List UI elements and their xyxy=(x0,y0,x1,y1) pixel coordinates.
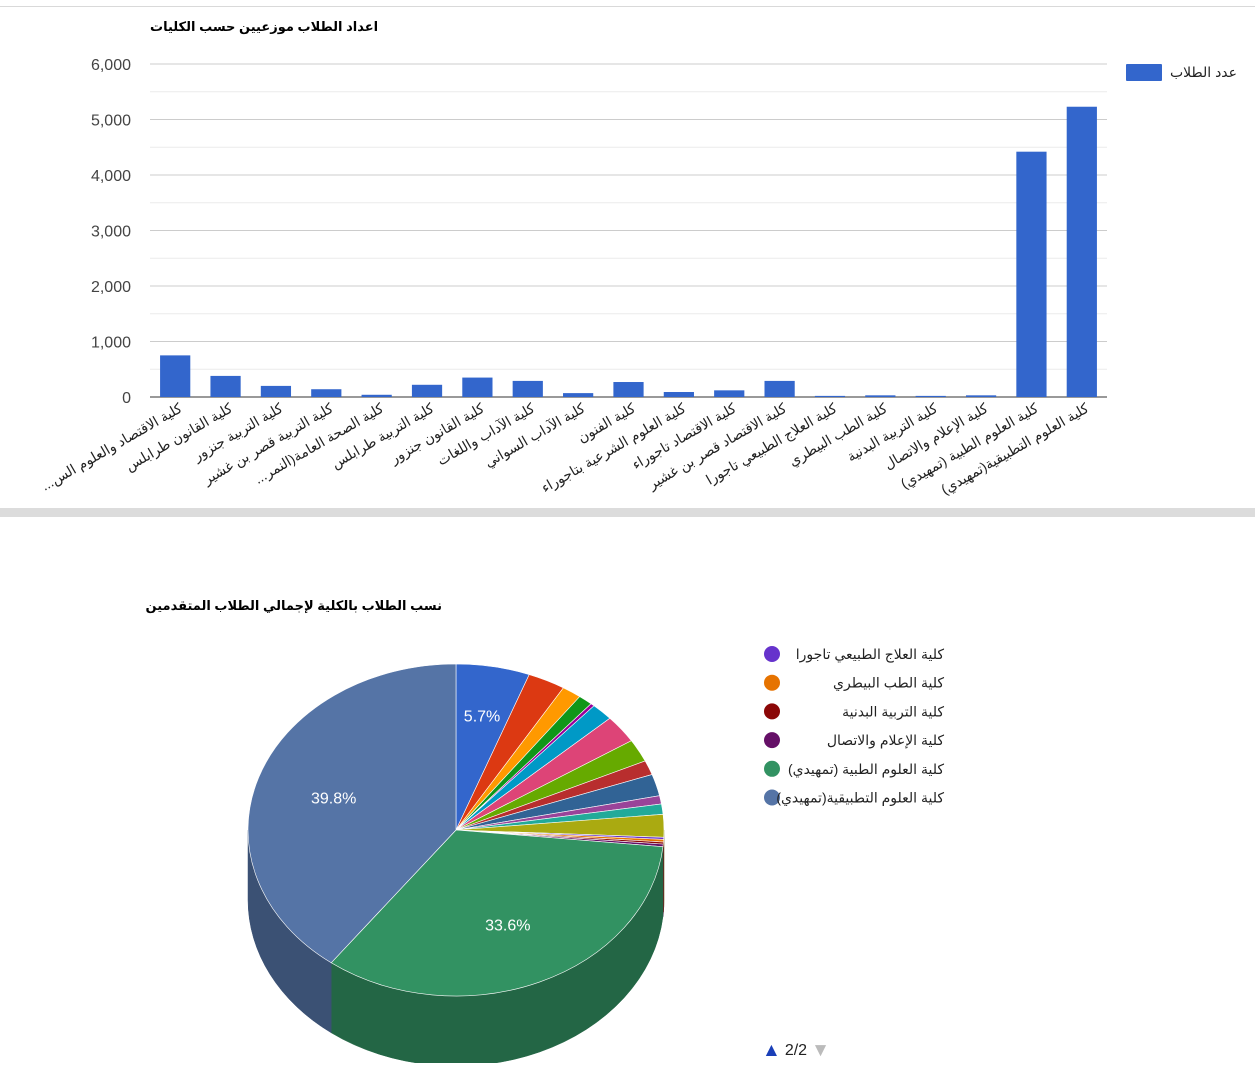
pie-chart-panel: نسب الطلاب بالكلية لإجمالي الطلاب المتقد… xyxy=(0,517,1255,1063)
bar[interactable] xyxy=(714,390,744,397)
y-tick-label: 1,000 xyxy=(91,335,131,352)
pie-percent-label: 39.8% xyxy=(311,790,356,807)
legend-swatch-students xyxy=(1126,64,1162,81)
bar[interactable] xyxy=(412,385,442,397)
page-down-icon[interactable]: ▼ xyxy=(811,1040,830,1062)
bar[interactable] xyxy=(311,389,341,397)
legend-pager: ▲ 2/2 ▼ xyxy=(762,1040,830,1062)
panel-divider xyxy=(0,508,1255,517)
bar[interactable] xyxy=(160,355,190,397)
y-tick-label: 2,000 xyxy=(91,279,131,296)
bar[interactable] xyxy=(664,392,694,397)
bar[interactable] xyxy=(764,381,794,397)
y-tick-label: 5,000 xyxy=(91,113,131,130)
legend-marker xyxy=(764,646,780,662)
pie-slices: 5.7% 33.6% 39.8% xyxy=(248,664,664,1063)
page-up-icon[interactable]: ▲ xyxy=(762,1040,781,1062)
legend-label: كلية العلوم التطبيقية(تمهيدي) xyxy=(776,790,944,807)
y-tick-label: 3,000 xyxy=(91,224,131,241)
bar-legend[interactable]: عدد الطلاب xyxy=(1126,64,1237,81)
bar[interactable] xyxy=(966,395,996,397)
legend-label: كلية التربية البدنية xyxy=(842,703,944,720)
top-border-line xyxy=(0,6,1255,7)
bar-chart: اعداد الطلاب موزعيين حسب الكليات 6,000 5,… xyxy=(0,0,1255,508)
y-tick-label: 6,000 xyxy=(91,57,131,74)
legend-marker xyxy=(764,732,780,748)
legend-label: كلية العلاج الطبيعي تاجورا xyxy=(796,646,945,663)
legend-label: كلية الإعلام والاتصال xyxy=(827,732,945,749)
bar[interactable] xyxy=(462,378,492,397)
legend-label: كلية العلوم الطبية (تمهيدي) xyxy=(788,761,944,778)
pie-chart: نسب الطلاب بالكلية لإجمالي الطلاب المتقد… xyxy=(0,517,1255,1063)
bar-chart-panel: اعداد الطلاب موزعيين حسب الكليات 6,000 5,… xyxy=(0,0,1255,508)
pie-chart-title: نسب الطلاب بالكلية لإجمالي الطلاب المتقد… xyxy=(146,598,442,613)
y-tick-label: 4,000 xyxy=(91,168,131,185)
bar-chart-title: اعداد الطلاب موزعيين حسب الكليات xyxy=(150,19,378,34)
bar[interactable] xyxy=(210,376,240,397)
bar[interactable] xyxy=(613,382,643,397)
pie-percent-label: 33.6% xyxy=(485,917,530,934)
y-tick-label: 0 xyxy=(122,390,131,407)
bar-y-axis-ticks: 6,000 5,000 4,000 3,000 2,000 1,000 0 xyxy=(91,57,131,407)
legend-marker xyxy=(764,703,780,719)
bar[interactable] xyxy=(513,381,543,397)
legend-marker xyxy=(764,761,780,777)
bar[interactable] xyxy=(865,395,895,397)
bar[interactable] xyxy=(916,396,946,397)
pie-legend[interactable]: كلية العلاج الطبيعي تاجورا كلية الطب البي… xyxy=(764,646,944,807)
legend-label-students: عدد الطلاب xyxy=(1170,64,1237,80)
bar[interactable] xyxy=(362,395,392,397)
bar[interactable] xyxy=(1016,152,1046,397)
legend-marker xyxy=(764,675,780,691)
pie-percent-label: 5.7% xyxy=(464,709,500,726)
bar-gridlines xyxy=(150,64,1107,397)
bar[interactable] xyxy=(563,393,593,397)
pie-top-faces xyxy=(248,664,664,996)
bar-series xyxy=(160,107,1097,397)
bar[interactable] xyxy=(815,396,845,397)
page-indicator: 2/2 xyxy=(785,1042,807,1060)
bar[interactable] xyxy=(261,386,291,397)
bar[interactable] xyxy=(1067,107,1097,397)
legend-label: كلية الطب البيطري xyxy=(833,675,944,692)
